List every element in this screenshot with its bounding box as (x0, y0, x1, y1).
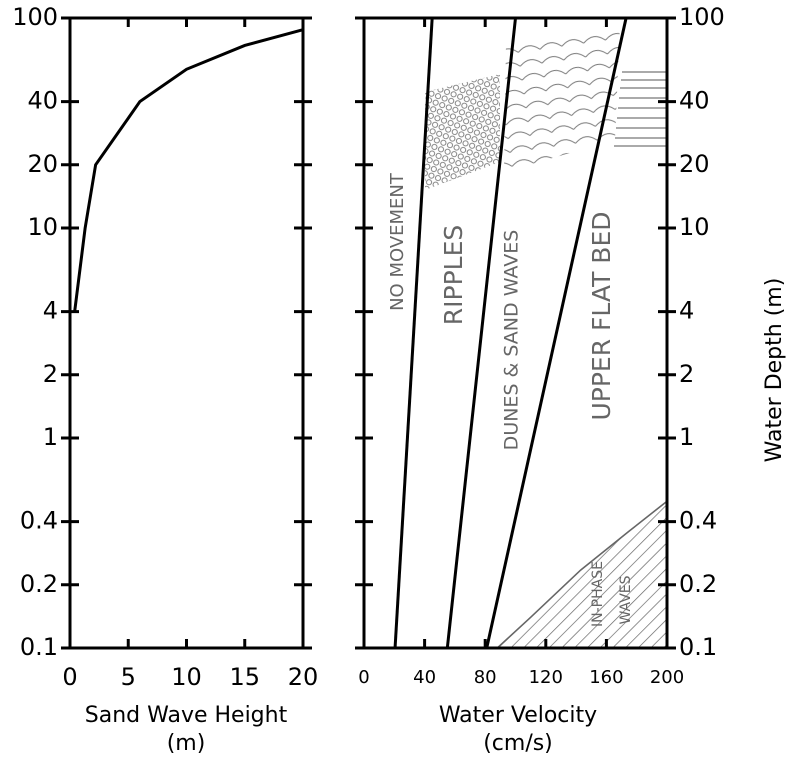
region-label: UPPER FLAT BED (587, 211, 616, 420)
y-tick-label: 40 (679, 87, 710, 115)
x-tick-label: 0 (62, 663, 77, 691)
x-tick-label: 10 (171, 663, 202, 691)
x-tick-label: 120 (529, 667, 563, 688)
y-tick-label: 0.2 (20, 570, 58, 598)
y-tick-label: 40 (27, 87, 58, 115)
x-tick-label: 5 (121, 663, 136, 691)
y-tick-label: 0.4 (20, 507, 58, 535)
x-axis-label: Sand Wave Height (85, 703, 288, 728)
region-label: NO MOVEMENT (387, 172, 408, 311)
x-tick-label: 160 (589, 667, 623, 688)
ripple-texture (425, 74, 500, 190)
region-label: WAVES (618, 575, 634, 624)
x-tick-label: 20 (288, 663, 319, 691)
x-axis-label: (m) (167, 731, 206, 756)
y-tick-label: 4 (43, 297, 58, 325)
y-axis-label: Water Depth (m) (762, 278, 787, 463)
plot-frame (362, 16, 669, 650)
y-tick-label: 1 (679, 423, 694, 451)
plot-frame (68, 16, 305, 650)
y-tick-label: 100 (12, 3, 58, 31)
y-tick-label: 2 (43, 360, 58, 388)
y-tick-label: 100 (679, 3, 725, 31)
y-tick-label: 20 (679, 150, 710, 178)
x-tick-label: 40 (413, 667, 436, 688)
x-axis-label: (cm/s) (483, 731, 553, 756)
y-tick-label: 0.2 (679, 570, 717, 598)
region-label: IN-PHASE (590, 561, 606, 627)
x-tick-label: 0 (358, 667, 369, 688)
x-axis-label: Water Velocity (439, 703, 597, 728)
x-tick-label: 80 (474, 667, 497, 688)
series-line (485, 17, 628, 649)
region-label: DUNES & SAND WAVES (501, 230, 523, 451)
hatched-area (497, 501, 667, 648)
y-tick-label: 4 (679, 297, 694, 325)
series-line (496, 500, 668, 649)
y-tick-label: 0.4 (679, 507, 717, 535)
series-line (445, 17, 517, 649)
region-label: RIPPLES (439, 225, 468, 326)
y-tick-label: 0.1 (679, 633, 717, 661)
x-tick-label: 15 (229, 663, 260, 691)
series-line (73, 28, 304, 312)
y-tick-label: 2 (679, 360, 694, 388)
y-tick-label: 10 (27, 213, 58, 241)
y-tick-label: 0.1 (20, 633, 58, 661)
y-tick-label: 20 (27, 150, 58, 178)
series-line (393, 17, 434, 649)
dune-texture (504, 24, 620, 172)
flat-bed-texture (614, 71, 667, 147)
y-tick-label: 1 (43, 423, 58, 451)
x-tick-label: 200 (650, 667, 684, 688)
y-tick-label: 10 (679, 213, 710, 241)
